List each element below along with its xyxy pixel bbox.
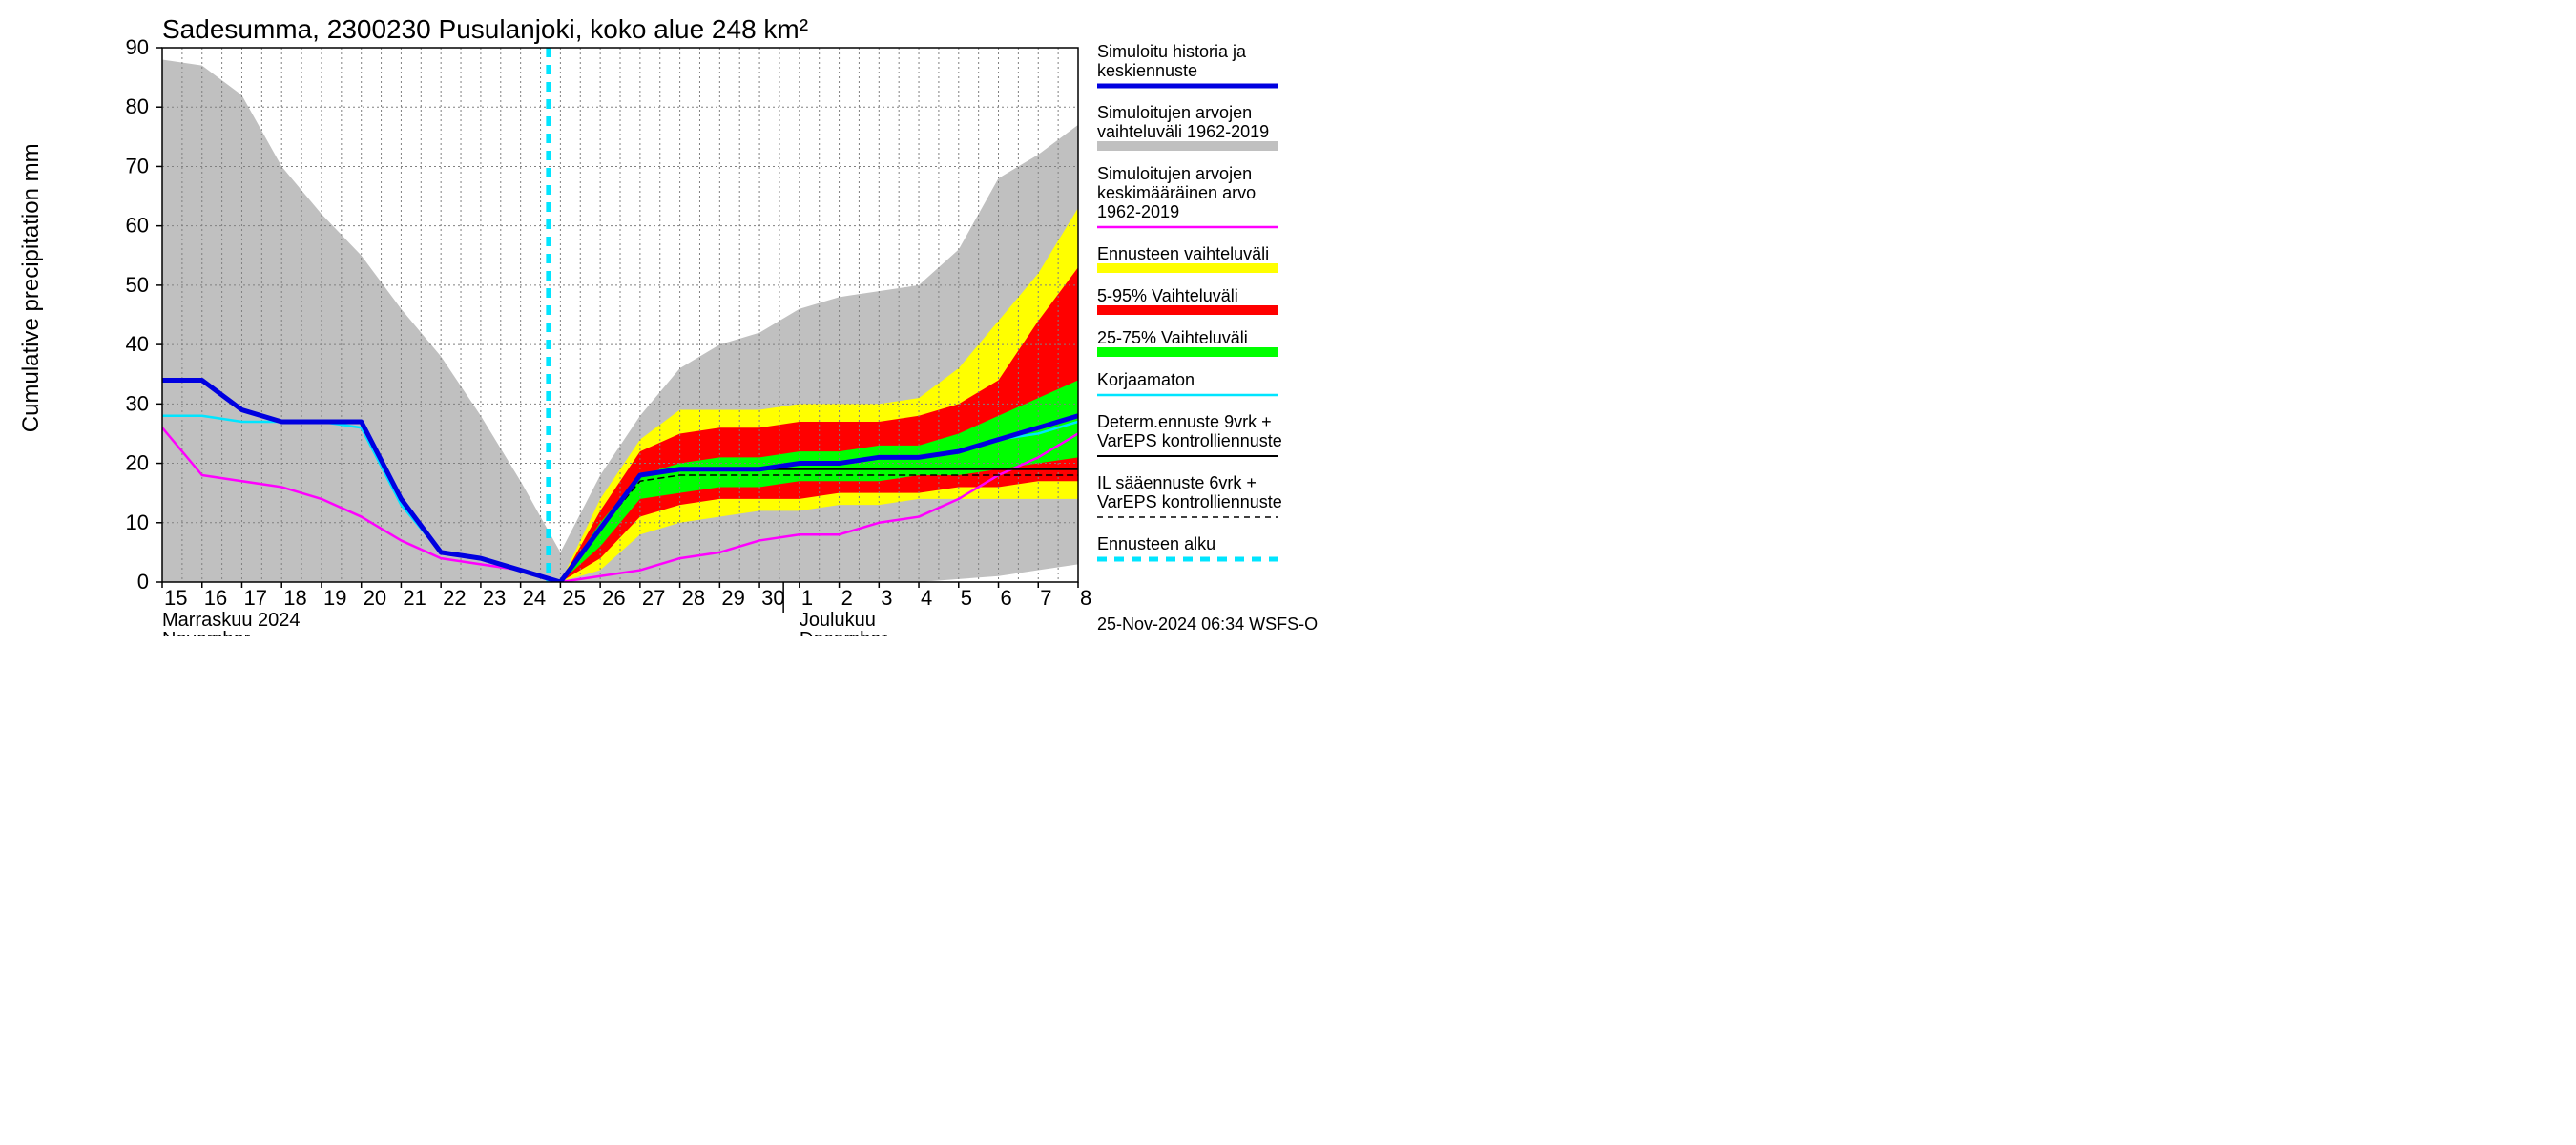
x-tick-label: 18 xyxy=(283,586,306,610)
month-label-fi: Joulukuu xyxy=(800,610,876,631)
legend-label: Ennusteen vaihteluväli xyxy=(1097,244,1269,263)
x-tick-label: 27 xyxy=(642,586,665,610)
legend-swatch xyxy=(1097,305,1278,315)
y-tick-label: 30 xyxy=(126,391,149,415)
month-label-fi: Marraskuu 2024 xyxy=(162,610,301,631)
legend-label: VarEPS kontrolliennuste xyxy=(1097,431,1282,450)
y-tick-label: 70 xyxy=(126,154,149,177)
x-tick-label: 29 xyxy=(721,586,744,610)
legend-label: Simuloitu historia ja xyxy=(1097,42,1247,61)
x-tick-label: 6 xyxy=(1001,586,1012,610)
legend-label: 25-75% Vaihteluväli xyxy=(1097,328,1248,347)
y-tick-label: 80 xyxy=(126,94,149,118)
legend-swatch xyxy=(1097,263,1278,273)
legend-label: Simuloitujen arvojen xyxy=(1097,164,1252,183)
x-tick-label: 1 xyxy=(801,586,813,610)
x-tick-label: 23 xyxy=(483,586,506,610)
legend-label: keskimääräinen arvo xyxy=(1097,183,1256,202)
x-tick-label: 5 xyxy=(961,586,972,610)
x-tick-label: 2 xyxy=(841,586,853,610)
x-tick-label: 16 xyxy=(204,586,227,610)
legend-label: Determ.ennuste 9vrk + xyxy=(1097,412,1272,431)
x-tick-label: 26 xyxy=(602,586,625,610)
legend-swatch xyxy=(1097,347,1278,357)
x-tick-label: 7 xyxy=(1040,586,1051,610)
month-label-en: December xyxy=(800,629,888,636)
legend-label: Ennusteen alku xyxy=(1097,534,1215,553)
legend-label: keskiennuste xyxy=(1097,61,1197,80)
x-tick-label: 8 xyxy=(1080,586,1091,610)
legend-label: IL sääennuste 6vrk + xyxy=(1097,473,1257,492)
y-axis-title: Cumulative precipitation mm xyxy=(18,143,44,432)
x-tick-label: 3 xyxy=(881,586,892,610)
legend-label: 5-95% Vaihteluväli xyxy=(1097,286,1238,305)
x-tick-label: 21 xyxy=(403,586,426,610)
x-tick-label: 15 xyxy=(164,586,187,610)
x-tick-label: 19 xyxy=(323,586,346,610)
legend-label: Simuloitujen arvojen xyxy=(1097,103,1252,122)
legend-item: IL sääennuste 6vrk +VarEPS kontrolliennu… xyxy=(1097,473,1282,517)
legend-label: vaihteluväli 1962-2019 xyxy=(1097,122,1269,141)
y-tick-label: 40 xyxy=(126,332,149,356)
x-tick-label: 25 xyxy=(562,586,585,610)
footer-timestamp: 25-Nov-2024 06:34 WSFS-O xyxy=(1097,614,1318,634)
y-tick-label: 20 xyxy=(126,451,149,475)
x-tick-label: 30 xyxy=(761,586,784,610)
y-tick-label: 90 xyxy=(126,35,149,59)
legend-label: 1962-2019 xyxy=(1097,202,1179,221)
x-tick-label: 4 xyxy=(921,586,932,610)
x-tick-label: 28 xyxy=(682,586,705,610)
legend-item: Ennusteen vaihteluväli xyxy=(1097,244,1278,273)
precipitation-chart: 0102030405060708090151617181920212223242… xyxy=(0,0,1431,636)
legend-label: VarEPS kontrolliennuste xyxy=(1097,492,1282,511)
y-tick-label: 60 xyxy=(126,214,149,238)
y-tick-label: 0 xyxy=(137,570,149,593)
month-label-en: November xyxy=(162,629,251,636)
x-tick-label: 20 xyxy=(364,586,386,610)
x-tick-label: 22 xyxy=(443,586,466,610)
legend-swatch xyxy=(1097,141,1278,151)
legend-label: Korjaamaton xyxy=(1097,370,1195,389)
chart-title: Sadesumma, 2300230 Pusulanjoki, koko alu… xyxy=(162,14,808,44)
y-tick-label: 10 xyxy=(126,510,149,534)
x-tick-label: 17 xyxy=(243,586,266,610)
legend-item: Determ.ennuste 9vrk +VarEPS kontrollienn… xyxy=(1097,412,1282,456)
legend-item: Simuloitujen arvojenvaihteluväli 1962-20… xyxy=(1097,103,1278,151)
y-tick-label: 50 xyxy=(126,273,149,297)
x-tick-label: 24 xyxy=(523,586,546,610)
